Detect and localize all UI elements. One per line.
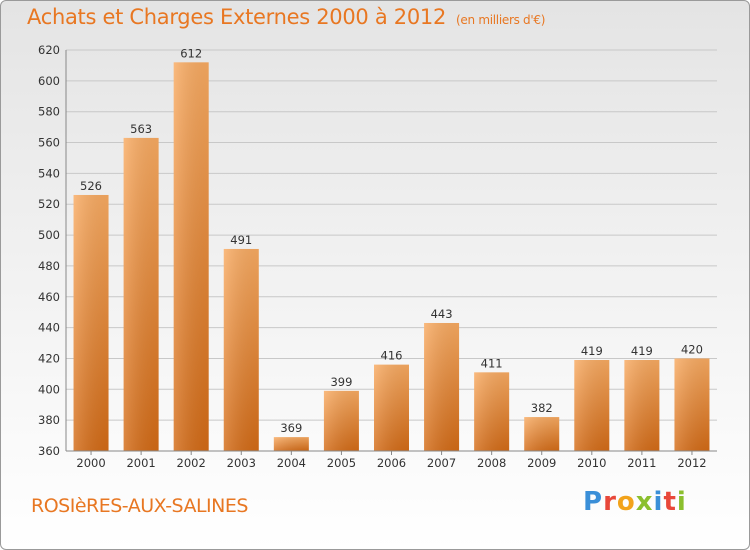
x-tick-label: 2012 (677, 456, 706, 470)
data-label: 399 (330, 375, 352, 389)
data-label: 369 (280, 421, 302, 435)
y-tick-label: 380 (38, 413, 60, 427)
y-tick-label: 480 (38, 259, 60, 273)
y-tick-label: 520 (38, 197, 60, 211)
x-tick-label: 2006 (377, 456, 406, 470)
axes: 360 380 400 420 440 460 480 500 520 540 560 580 600 6… (38, 43, 717, 470)
y-tick-label: 400 (38, 382, 60, 396)
y-tick-label: 620 (38, 43, 60, 57)
bar-shade-2002 (173, 62, 209, 451)
y-tick-label: 460 (38, 290, 60, 304)
bar-shade-2006 (374, 364, 409, 451)
data-label: 382 (531, 401, 553, 415)
x-tick-label: 2008 (477, 456, 506, 470)
x-tick-label: 2005 (327, 456, 356, 470)
bar-shade-2011 (624, 360, 660, 451)
x-tick-label: 2010 (577, 456, 606, 470)
chart-title-text: Achats et Charges Externes 2000 à 2012 (27, 5, 447, 29)
bar-shade-2003 (223, 248, 259, 451)
y-tick-label: 440 (38, 321, 60, 335)
y-tick-label: 360 (38, 444, 60, 458)
data-label: 419 (631, 344, 653, 358)
x-tick-label: 2003 (227, 456, 256, 470)
bar-shade-2004 (273, 437, 309, 451)
y-tick-label: 580 (38, 105, 60, 119)
y-tick-label: 560 (38, 136, 60, 150)
commune-name: ROSIèRES-AUX-SALINES (31, 495, 248, 517)
x-tick-label: 2011 (627, 456, 656, 470)
bar-shade-2008 (474, 372, 510, 451)
bar-shade-2007 (424, 322, 460, 451)
bars: 526 563 612 491 369 399 416 443 411 382 419 419 420 (73, 46, 710, 451)
data-label: 416 (381, 349, 403, 363)
y-tick-label: 540 (38, 166, 60, 180)
x-tick-label: 2002 (177, 456, 206, 470)
bar-shade-2005 (323, 390, 359, 451)
data-label: 443 (431, 307, 453, 321)
data-label: 612 (180, 46, 202, 60)
bar-shade-2000 (73, 194, 109, 451)
x-tick-label: 2004 (277, 456, 306, 470)
chart-unit: (en milliers d'€) (456, 13, 546, 27)
x-tick-label: 2000 (76, 456, 105, 470)
chart-title: Achats et Charges Externes 2000 à 2012 (e… (27, 5, 545, 29)
data-label: 420 (681, 342, 703, 356)
y-tick-label: 500 (38, 228, 60, 242)
x-tick-label: 2007 (427, 456, 456, 470)
bar-shade-2012 (674, 358, 710, 451)
proxiti-logo: Proxiti (583, 487, 687, 517)
y-tick-label: 420 (38, 351, 60, 365)
data-label: 419 (581, 344, 603, 358)
x-tick-label: 2001 (126, 456, 155, 470)
bar-shade-2010 (574, 360, 610, 451)
bar-shade-2001 (123, 137, 159, 451)
data-label: 563 (130, 122, 152, 136)
y-tick-label: 600 (38, 74, 60, 88)
data-label: 526 (80, 179, 102, 193)
data-label: 491 (230, 233, 252, 247)
x-tick-label: 2009 (527, 456, 556, 470)
bar-shade-2009 (524, 417, 560, 451)
data-label: 411 (481, 356, 503, 370)
